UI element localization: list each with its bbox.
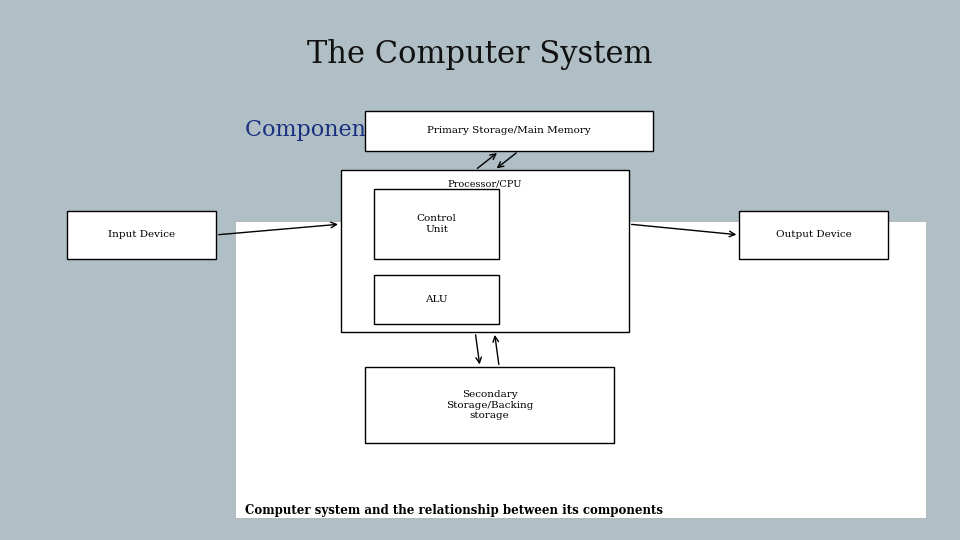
Text: Primary Storage/Main Memory: Primary Storage/Main Memory (427, 126, 590, 136)
Bar (67, 211, 216, 259)
Bar (235, 221, 926, 518)
Text: Control
Unit: Control Unit (417, 214, 457, 234)
Bar (374, 189, 499, 259)
Text: Output Device: Output Device (776, 231, 852, 239)
Bar (739, 211, 888, 259)
Bar (374, 275, 499, 324)
Bar (365, 111, 653, 151)
Text: Components of a Computer System: Components of a Computer System (245, 119, 645, 140)
Text: The Computer System: The Computer System (307, 38, 653, 70)
Text: Secondary
Storage/Backing
storage: Secondary Storage/Backing storage (445, 390, 534, 420)
Text: ALU: ALU (425, 295, 448, 304)
Text: Processor/CPU: Processor/CPU (447, 179, 522, 188)
Bar (341, 170, 629, 332)
Text: Input Device: Input Device (108, 231, 175, 239)
Text: Computer system and the relationship between its components: Computer system and the relationship bet… (245, 504, 662, 517)
Bar (365, 367, 614, 443)
